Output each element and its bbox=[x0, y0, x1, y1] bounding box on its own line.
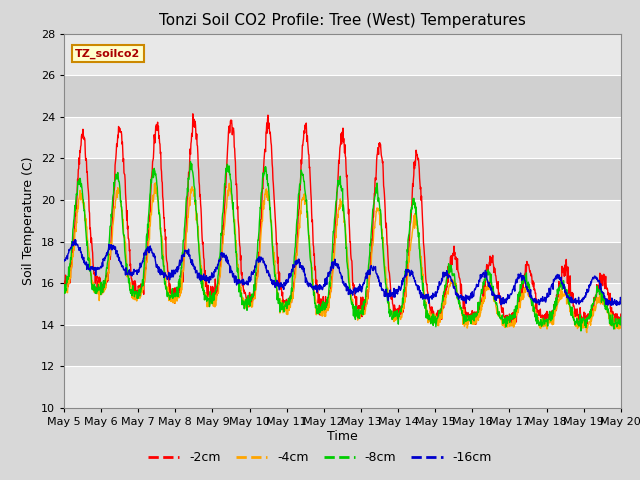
Bar bbox=[64, 366, 621, 408]
Bar bbox=[64, 34, 621, 75]
Bar bbox=[64, 283, 621, 325]
Y-axis label: Soil Temperature (C): Soil Temperature (C) bbox=[22, 156, 35, 285]
Bar bbox=[64, 117, 621, 158]
Bar bbox=[64, 241, 621, 283]
Legend: -2cm, -4cm, -8cm, -16cm: -2cm, -4cm, -8cm, -16cm bbox=[143, 446, 497, 469]
Bar bbox=[64, 200, 621, 241]
Bar bbox=[64, 158, 621, 200]
Bar bbox=[64, 325, 621, 366]
X-axis label: Time: Time bbox=[327, 430, 358, 443]
Title: Tonzi Soil CO2 Profile: Tree (West) Temperatures: Tonzi Soil CO2 Profile: Tree (West) Temp… bbox=[159, 13, 526, 28]
Text: TZ_soilco2: TZ_soilco2 bbox=[75, 48, 140, 59]
Bar bbox=[64, 75, 621, 117]
